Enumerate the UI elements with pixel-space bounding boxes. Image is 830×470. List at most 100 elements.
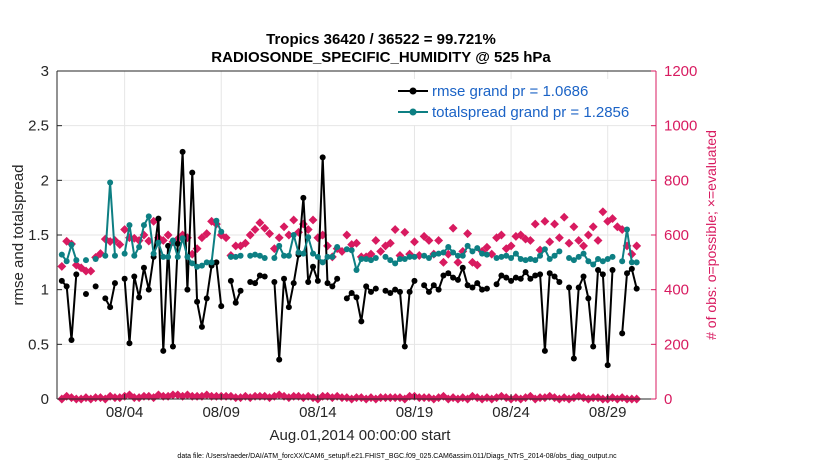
- totalspread-point: [271, 254, 278, 261]
- rmse-point: [401, 343, 408, 350]
- rmse-point: [493, 281, 500, 288]
- totalspread-point: [382, 253, 389, 260]
- legend-rmse-marker: [409, 87, 417, 95]
- totalspread-point: [179, 235, 186, 242]
- rmse-point: [343, 295, 350, 302]
- obs-possible-marker: [540, 216, 550, 226]
- rmse-point: [314, 277, 321, 284]
- obs-possible-marker: [342, 230, 352, 240]
- totalspread-point: [440, 249, 447, 256]
- totalspread-point: [454, 252, 461, 259]
- rmse-point: [218, 303, 225, 310]
- totalspread-point: [459, 252, 466, 259]
- rmse-point: [435, 286, 442, 293]
- totalspread-point: [546, 256, 553, 263]
- rmse-point: [174, 240, 181, 247]
- totalspread-point: [68, 241, 75, 248]
- totalspread-point: [556, 248, 563, 255]
- rmse-point: [474, 280, 481, 287]
- obs-possible-marker: [516, 230, 526, 240]
- totalspread-point: [256, 252, 263, 259]
- x-tick-label: 08/09: [202, 404, 240, 421]
- rmse-point: [469, 284, 476, 291]
- rmse-point: [633, 285, 640, 292]
- obs-possible-marker: [255, 218, 265, 228]
- rmse-point: [140, 264, 147, 271]
- y-right-tick-label: 600: [664, 227, 689, 244]
- rmse-point: [203, 295, 210, 302]
- totalspread-point: [169, 237, 176, 244]
- totalspread-point: [73, 257, 80, 264]
- chart-title-line2: RADIOSONDE_SPECIFIC_HUMIDITY @ 525 hPa: [211, 49, 551, 66]
- rmse-point: [411, 277, 418, 284]
- rmse-point: [566, 284, 573, 291]
- footnote-data-file: data file: /Users/raeder/DAI/ATM_forcXX/…: [177, 453, 617, 460]
- rmse-point: [126, 340, 133, 347]
- obs-possible-marker: [221, 233, 231, 243]
- obs-low-marker: [260, 391, 270, 401]
- totalspread-point: [595, 256, 602, 263]
- obs-possible-marker: [439, 257, 448, 267]
- totalspread-point: [469, 248, 476, 255]
- rmse-point: [580, 273, 587, 280]
- x-tick-label: 08/29: [589, 404, 627, 421]
- y-left-tick-label: 1: [41, 282, 49, 299]
- totalspread-point: [300, 250, 307, 257]
- obs-possible-marker: [632, 241, 642, 251]
- rmse-point: [445, 270, 452, 277]
- obs-possible-marker: [482, 242, 492, 252]
- x-tick-label: 08/19: [396, 404, 434, 421]
- totalspread-point: [194, 263, 201, 270]
- rmse-point: [372, 285, 379, 292]
- y-axis-label-left: rmse and totalspread: [10, 165, 27, 306]
- totalspread-point: [421, 252, 428, 259]
- totalspread-point: [208, 259, 215, 266]
- obs-low-marker: [294, 391, 303, 401]
- rmse-point: [281, 275, 288, 282]
- obs-low-marker: [545, 391, 555, 401]
- obs-possible-marker: [274, 233, 284, 243]
- rmse-point: [145, 286, 152, 293]
- rmse-point: [329, 283, 336, 290]
- y-right-tick-label: 800: [664, 172, 689, 189]
- obs-possible-marker: [525, 236, 535, 245]
- totalspread-point: [358, 256, 365, 263]
- rmse-point: [271, 279, 278, 286]
- obs-possible-marker: [371, 236, 381, 245]
- obs-possible-marker: [115, 240, 125, 250]
- obs-low-marker: [525, 391, 535, 401]
- rmse-point: [82, 291, 89, 298]
- totalspread-point: [329, 253, 336, 260]
- rmse-point: [585, 295, 592, 302]
- totalspread-point: [102, 252, 109, 259]
- obs-possible-marker: [419, 231, 429, 241]
- rmse-point: [479, 286, 486, 293]
- rmse-point: [184, 286, 191, 293]
- obs-possible-marker: [265, 229, 274, 239]
- totalspread-point: [498, 253, 505, 260]
- totalspread-point: [425, 254, 432, 261]
- totalspread-point: [145, 213, 152, 220]
- obs-possible-marker: [608, 214, 617, 224]
- rmse-point: [121, 275, 128, 282]
- totalspread-point: [150, 250, 157, 257]
- totalspread-point: [314, 253, 321, 260]
- totalspread-point: [483, 251, 490, 258]
- x-tick-label: 08/14: [299, 404, 337, 421]
- rmse-point: [319, 154, 326, 161]
- totalspread-point: [566, 254, 573, 261]
- rmse-point: [348, 289, 355, 296]
- totalspread-point: [160, 253, 167, 260]
- totalspread-point: [575, 253, 582, 260]
- obs-possible-marker: [564, 238, 574, 248]
- totalspread-point: [232, 253, 239, 260]
- totalspread-point: [203, 259, 210, 266]
- totalspread-point: [590, 261, 597, 268]
- rmse-point: [58, 277, 65, 284]
- rmse-point: [305, 279, 312, 286]
- rmse-point: [624, 270, 631, 277]
- obs-possible-marker: [574, 236, 584, 245]
- rmse-point: [609, 266, 616, 273]
- totalspread-point: [92, 256, 99, 263]
